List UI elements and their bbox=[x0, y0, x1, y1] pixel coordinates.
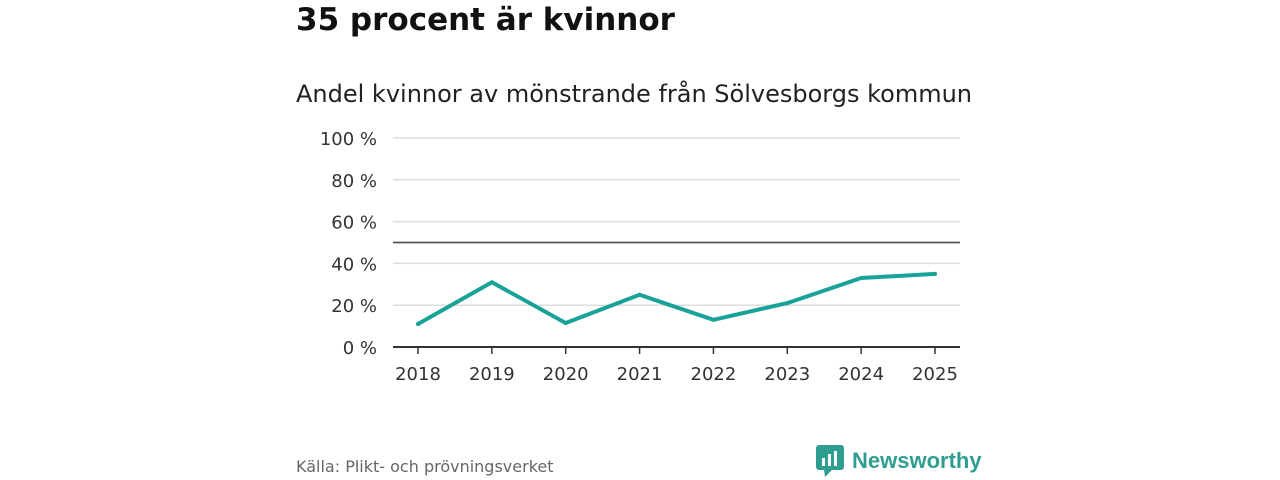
data-point bbox=[933, 271, 937, 276]
line-chart: 0 % 20 % 40 % 60 % 80 % 100 % 2018 2019 2020 202… bbox=[320, 129, 960, 385]
chart-title: 35 procent är kvinnor bbox=[296, 2, 675, 38]
y-tick-label: 20 % bbox=[331, 296, 377, 317]
gridlines bbox=[393, 137, 960, 306]
brand-name: Newsworthy bbox=[852, 448, 982, 473]
y-axis-tick-labels: 0 % 20 % 40 % 60 % 80 % 100 % bbox=[320, 129, 377, 359]
x-tick-label: 2018 bbox=[395, 364, 441, 385]
data-point bbox=[785, 301, 790, 306]
x-tick-label: 2024 bbox=[838, 364, 884, 385]
y-tick-label: 80 % bbox=[331, 171, 377, 192]
x-tick-label: 2025 bbox=[912, 364, 958, 385]
data-point bbox=[416, 322, 420, 327]
data-point bbox=[859, 276, 864, 281]
x-tick-label: 2023 bbox=[764, 364, 810, 385]
data-point bbox=[563, 320, 568, 325]
source-note: Källa: Plikt- och prövningsverket bbox=[296, 457, 554, 476]
x-tick-label: 2020 bbox=[543, 364, 589, 385]
data-point bbox=[711, 317, 716, 322]
x-tick-label: 2022 bbox=[691, 364, 737, 385]
x-tick-label: 2019 bbox=[469, 364, 515, 385]
series-group bbox=[416, 271, 937, 327]
y-tick-label: 60 % bbox=[331, 213, 377, 234]
y-tick-label: 0 % bbox=[343, 338, 377, 359]
brand-logo[interactable]: Newsworthy bbox=[816, 445, 982, 477]
data-point bbox=[637, 292, 642, 297]
x-axis-tick-labels: 2018 2019 2020 2021 2022 2023 2024 2025 bbox=[395, 364, 958, 385]
chart-subtitle: Andel kvinnor av mönstrande från Sölvesb… bbox=[296, 80, 972, 108]
x-tick-label: 2021 bbox=[617, 364, 663, 385]
data-point bbox=[489, 280, 494, 285]
series-line bbox=[416, 271, 937, 327]
y-tick-label: 100 % bbox=[320, 129, 377, 150]
x-axis bbox=[393, 346, 960, 354]
y-tick-label: 40 % bbox=[331, 254, 377, 275]
newsworthy-logo-icon bbox=[816, 445, 844, 477]
